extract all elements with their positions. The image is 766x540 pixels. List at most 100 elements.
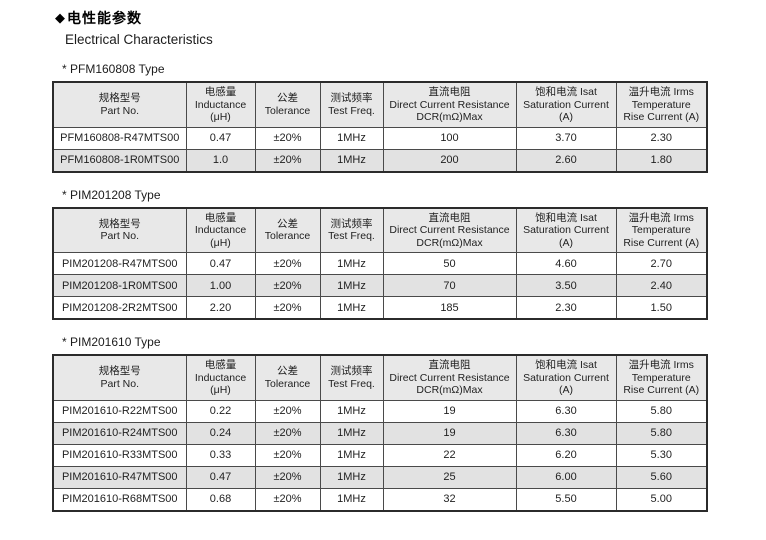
part-no-cell: PIM201610-R22MTS00 — [52, 399, 187, 423]
column-header-line: 公差 — [277, 365, 298, 378]
column-header-line: Rise Current (A) — [623, 111, 700, 123]
table-row: PIM201208-R47MTS00 0.47 ±20% 1MHz 50 4.60 2.70 — [52, 252, 708, 275]
value-cell-irms: 5.80 — [615, 421, 708, 445]
column-header-line: Tolerance — [264, 104, 311, 117]
column-header-inductance: 电感量 Inductance (μH) — [185, 354, 256, 401]
value-cell-isat: 2.60 — [515, 148, 617, 172]
value-cell-irms: 5.80 — [615, 399, 708, 423]
value-cell-isat: 6.20 — [515, 443, 617, 467]
column-header-line: Direct Current Resistance — [389, 98, 510, 111]
column-header-line: (μH) — [210, 236, 231, 249]
column-header-line: 温升电流 Irms — [628, 86, 694, 98]
column-header-line: 电感量 — [204, 86, 237, 98]
value-cell-tolerance: ±20% — [254, 487, 321, 511]
column-header-line: DCR(mΩ)Max — [416, 384, 483, 396]
value-cell-test-freq: 1MHz — [319, 274, 384, 297]
section-type-label: * PFM160808 Type — [62, 62, 165, 76]
column-header-line: Tolerance — [264, 230, 311, 243]
column-header-tolerance: 公差 Tolerance — [254, 207, 321, 253]
table-row: PIM201610-R47MTS00 0.47 ±20% 1MHz 25 6.00 5.60 — [52, 465, 708, 489]
value-cell-irms: 5.60 — [615, 465, 708, 489]
value-cell-isat: 6.00 — [515, 465, 617, 489]
column-header-line: Inductance — [194, 371, 247, 384]
value-cell-irms: 5.00 — [615, 487, 708, 511]
column-header-irms: 温升电流 Irms Temperature Rise Current (A) — [615, 81, 708, 128]
value-cell-dcr: 200 — [382, 148, 517, 172]
spec-section: * PIM201208 Type 规格型号 Part No. 电感量 Inductanc… — [52, 187, 766, 320]
column-header-test-freq: 测试频率 Test Freq. — [319, 81, 384, 128]
column-header-line: 公差 — [277, 217, 298, 230]
spec-table: 规格型号 Part No. 电感量 Inductance (μH) 公差 Tolerance… — [52, 81, 708, 173]
section-type-label: * PIM201208 Type — [62, 187, 161, 202]
column-header-line: Temperature — [631, 98, 691, 111]
column-header-line: 测试频率 — [330, 217, 373, 230]
value-cell-tolerance: ±20% — [254, 126, 321, 150]
part-no-cell: PIM201610-R68MTS00 — [52, 487, 187, 511]
value-cell-inductance: 0.68 — [185, 487, 256, 511]
table-row: PIM201208-2R2MTS00 2.20 ±20% 1MHz 185 2.30 1.5… — [52, 296, 708, 320]
table-row: PIM201610-R24MTS00 0.24 ±20% 1MHz 19 6.30 5.80 — [52, 421, 708, 445]
value-cell-test-freq: 1MHz — [319, 399, 384, 423]
column-header-line: (A) — [559, 384, 573, 396]
part-no-cell: PIM201208-1R0MTS00 — [52, 274, 187, 297]
value-cell-tolerance: ±20% — [254, 148, 321, 172]
column-header-line: 电感量 — [204, 359, 237, 371]
table-row: PFM160808-1R0MTS00 1.0 ±20% 1MHz 200 2.60 1.80 — [52, 148, 708, 172]
column-header-line: 温升电流 Irms — [628, 359, 694, 371]
value-cell-test-freq: 1MHz — [319, 487, 384, 511]
column-header-isat: 饱和电流 Isat Saturation Current (A) — [515, 207, 617, 253]
column-header-isat: 饱和电流 Isat Saturation Current (A) — [515, 354, 617, 401]
column-header-irms: 温升电流 Irms Temperature Rise Current (A) — [615, 354, 708, 401]
column-header-line: 直流电阻 — [428, 359, 471, 371]
table-row: PIM201610-R68MTS00 0.68 ±20% 1MHz 32 5.50 5.00 — [52, 487, 708, 511]
part-no-cell: PIM201610-R33MTS00 — [52, 443, 187, 467]
value-cell-isat: 3.70 — [515, 126, 617, 150]
column-header-tolerance: 公差 Tolerance — [254, 81, 321, 128]
column-header-inductance: 电感量 Inductance (μH) — [185, 81, 256, 128]
value-cell-dcr: 32 — [382, 487, 517, 511]
part-no-cell: PIM201208-2R2MTS00 — [52, 296, 187, 320]
column-header-line: (μH) — [210, 384, 231, 396]
column-header-line: 测试频率 — [330, 365, 373, 378]
column-header-line: Inductance — [194, 224, 247, 236]
value-cell-test-freq: 1MHz — [319, 148, 384, 172]
column-header-line: 测试频率 — [330, 92, 373, 105]
value-cell-isat: 3.50 — [515, 274, 617, 297]
column-header-line: 饱和电流 Isat — [535, 359, 597, 371]
table-row: PIM201610-R22MTS00 0.22 ±20% 1MHz 19 6.30 5.80 — [52, 399, 708, 423]
value-cell-inductance: 1.0 — [185, 148, 256, 172]
table-row: PIM201610-R33MTS00 0.33 ±20% 1MHz 22 6.20 5.30 — [52, 443, 708, 467]
column-header-line: DCR(mΩ)Max — [416, 111, 483, 123]
value-cell-test-freq: 1MHz — [319, 465, 384, 489]
column-header-dcr: 直流电阻 Direct Current Resistance DCR(mΩ)Max — [382, 81, 517, 128]
value-cell-irms: 2.70 — [615, 252, 708, 275]
column-header-line: (μH) — [210, 111, 231, 123]
column-header-line: Saturation Current — [523, 371, 609, 384]
spec-section: * PFM160808 Type 规格型号 Part No. 电感量 Inductanc… — [52, 62, 766, 173]
value-cell-dcr: 22 — [382, 443, 517, 467]
spec-table: 规格型号 Part No. 电感量 Inductance (μH) 公差 Tolerance… — [52, 206, 708, 320]
value-cell-irms: 2.30 — [615, 126, 708, 150]
column-header-dcr: 直流电阻 Direct Current Resistance DCR(mΩ)Max — [382, 354, 517, 401]
value-cell-tolerance: ±20% — [254, 296, 321, 320]
column-header-test-freq: 测试频率 Test Freq. — [319, 354, 384, 401]
value-cell-tolerance: ±20% — [254, 399, 321, 423]
column-header-line: 温升电流 Irms — [628, 211, 694, 224]
column-header-line: Inductance — [194, 98, 247, 111]
document: ◆ 电性能参数 Electrical Characteristics * PFM… — [52, 10, 766, 512]
column-header-line: Temperature — [631, 224, 691, 236]
part-no-cell: PFM160808-R47MTS00 — [52, 126, 187, 150]
column-header-tolerance: 公差 Tolerance — [254, 354, 321, 401]
value-cell-irms: 2.40 — [615, 274, 708, 297]
diamond-bullet-icon: ◆ — [55, 10, 65, 25]
column-header-line: Test Freq. — [328, 377, 375, 390]
spec-section: * PIM201610 Type 规格型号 Part No. 电感量 Inductanc… — [52, 335, 766, 512]
column-header-inductance: 电感量 Inductance (μH) — [185, 207, 256, 253]
value-cell-dcr: 25 — [382, 465, 517, 489]
value-cell-inductance: 0.47 — [185, 252, 256, 275]
value-cell-tolerance: ±20% — [254, 274, 321, 297]
column-header-line: Saturation Current — [523, 224, 609, 236]
column-header-line: 饱和电流 Isat — [535, 86, 597, 98]
part-no-cell: PIM201610-R47MTS00 — [52, 465, 187, 489]
column-header-line: 直流电阻 — [428, 86, 471, 98]
